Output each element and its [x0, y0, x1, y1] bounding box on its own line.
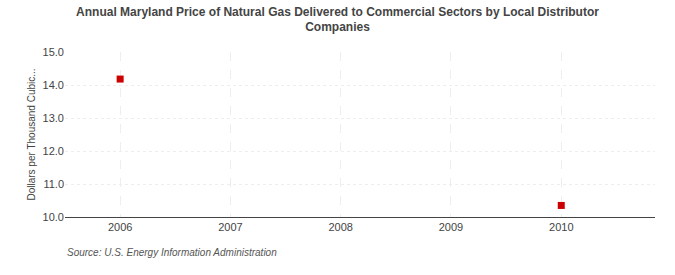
svg-text:Dollars per Thousand Cubic...: Dollars per Thousand Cubic... — [26, 68, 37, 200]
svg-text:2009: 2009 — [439, 221, 463, 233]
svg-text:15.0: 15.0 — [43, 46, 64, 58]
svg-text:10.0: 10.0 — [43, 211, 64, 223]
svg-text:12.0: 12.0 — [43, 145, 64, 157]
svg-text:11.0: 11.0 — [43, 178, 64, 190]
svg-text:2008: 2008 — [328, 221, 352, 233]
svg-text:Source: U.S. Energy Informatio: Source: U.S. Energy Information Administ… — [67, 247, 277, 258]
svg-text:14.0: 14.0 — [43, 79, 64, 91]
svg-text:2006: 2006 — [108, 221, 132, 233]
svg-text:13.0: 13.0 — [43, 112, 64, 124]
svg-text:Annual Maryland Price of Natur: Annual Maryland Price of Natural Gas Del… — [76, 5, 599, 35]
svg-text:2010: 2010 — [549, 221, 573, 233]
svg-text:2007: 2007 — [218, 221, 242, 233]
